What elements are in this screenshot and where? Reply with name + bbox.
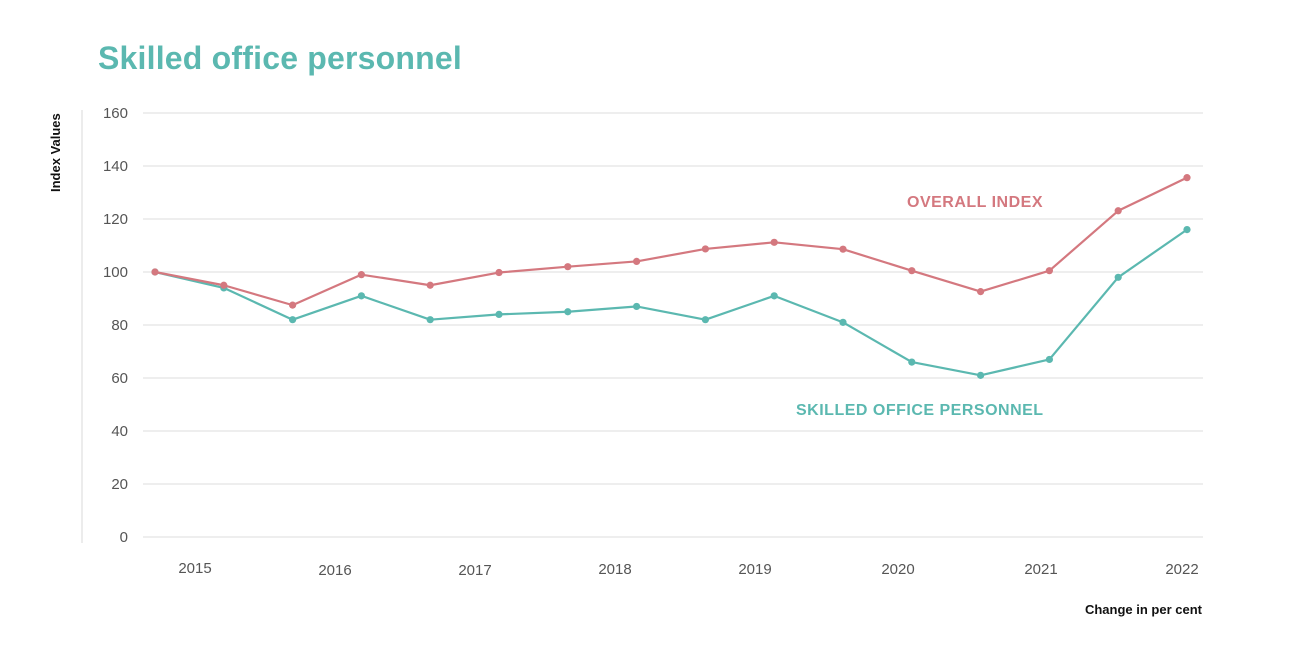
data-point (1114, 207, 1122, 215)
data-point (1183, 226, 1191, 234)
data-point (495, 310, 503, 318)
y-tick-label: 20 (111, 476, 128, 493)
data-point (633, 302, 641, 311)
y-tick-label: 80 (111, 317, 128, 334)
data-point (1183, 174, 1191, 182)
data-point (289, 316, 297, 324)
y-tick-label: 140 (103, 158, 128, 175)
data-point (633, 257, 641, 265)
data-point (495, 268, 503, 277)
data-point (839, 318, 847, 326)
data-point (426, 281, 434, 289)
legend-overall-index: OVERALL INDEX (907, 194, 1043, 211)
x-tick-label: 2016 (318, 562, 351, 579)
series-group (151, 174, 1191, 379)
data-point (289, 301, 297, 309)
y-tick-labels: 0 20 40 60 80 100 120 140 160 (103, 105, 128, 546)
x-tick-label: 2019 (738, 561, 771, 578)
series-line-1 (154, 228, 1188, 377)
y-tick-label: 120 (103, 211, 128, 228)
data-point (908, 267, 916, 275)
y-tick-label: 160 (103, 105, 128, 122)
x-tick-label: 2018 (598, 561, 631, 578)
data-point (564, 308, 572, 316)
gridlines (143, 112, 1203, 538)
y-tick-label: 40 (111, 423, 128, 440)
data-point (701, 316, 710, 324)
data-point (1045, 355, 1053, 364)
data-point (977, 288, 985, 296)
data-point (220, 281, 228, 289)
y-axis-label: Index Values (48, 113, 63, 192)
y-tick-label: 60 (111, 370, 128, 387)
data-point (977, 371, 985, 379)
data-point (357, 292, 365, 300)
data-point (357, 271, 365, 279)
data-point (770, 292, 778, 300)
data-point (426, 316, 434, 324)
x-tick-label: 2017 (458, 562, 491, 579)
series-line-0 (154, 176, 1188, 307)
y-tick-label: 100 (103, 264, 128, 281)
x-axis-label: Change in per cent (1085, 602, 1203, 617)
data-point (151, 268, 159, 276)
x-tick-label: 2015 (178, 560, 211, 577)
legend-skilled-office-personnel: SKILLED OFFICE PERSONNEL (796, 402, 1044, 419)
data-point (839, 245, 847, 253)
data-point (770, 238, 778, 246)
y-tick-label: 0 (120, 529, 128, 546)
data-point (908, 358, 916, 366)
data-point (1045, 267, 1053, 275)
data-point (1114, 273, 1122, 281)
data-point (701, 245, 710, 253)
x-tick-label: 2020 (881, 561, 914, 578)
data-point (564, 263, 572, 271)
x-tick-label: 2022 (1165, 561, 1198, 578)
x-tick-label: 2021 (1024, 561, 1057, 578)
chart-title: Skilled office personnel (98, 40, 463, 76)
x-tick-labels: 2015 2016 2017 2018 2019 2020 2021 2022 (178, 560, 1198, 579)
